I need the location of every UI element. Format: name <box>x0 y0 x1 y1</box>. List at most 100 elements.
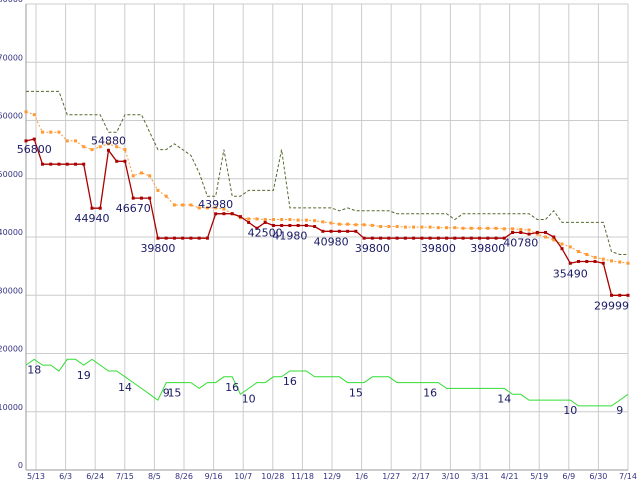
series-point-1 <box>511 227 515 231</box>
series-point-1 <box>469 226 473 230</box>
series-point-1 <box>346 222 350 226</box>
series-point-2 <box>412 236 416 240</box>
series-point-1 <box>263 218 267 222</box>
series-point-2 <box>527 232 531 236</box>
x-tick-label: 4/21 <box>501 472 519 480</box>
x-tick-label: 6/3 <box>59 472 72 480</box>
series-point-1 <box>626 261 630 265</box>
series-point-2 <box>428 236 432 240</box>
series-point-1 <box>82 145 86 149</box>
data-label: 18 <box>27 363 41 376</box>
series-point-1 <box>453 226 457 230</box>
series-point-1 <box>362 223 366 227</box>
series-point-2 <box>222 212 226 216</box>
series-point-1 <box>247 217 251 221</box>
series-line-3 <box>25 358 629 407</box>
data-label: 39800 <box>470 242 505 255</box>
series-point-1 <box>601 257 605 261</box>
series-point-2 <box>370 236 374 240</box>
x-tick-label: 7/14 <box>619 472 637 480</box>
series-point-1 <box>205 206 209 210</box>
series-point-1 <box>24 110 28 114</box>
series-point-2 <box>247 220 251 224</box>
series-point-1 <box>321 220 325 224</box>
series-point-2 <box>420 236 424 240</box>
series-point-2 <box>98 206 102 210</box>
series-point-2 <box>123 159 127 163</box>
series-point-2 <box>486 236 490 240</box>
data-label: 29999 <box>594 299 629 312</box>
series-point-2 <box>230 212 234 216</box>
series-point-1 <box>73 139 77 143</box>
series-point-1 <box>280 218 284 222</box>
series-point-1 <box>49 130 53 134</box>
data-label: 19 <box>77 369 91 382</box>
data-label: 39800 <box>140 242 175 255</box>
series-point-1 <box>387 225 391 229</box>
series-point-1 <box>436 226 440 230</box>
series-point-2 <box>337 229 341 233</box>
data-label: 9 <box>616 404 623 417</box>
series-point-1 <box>255 217 259 221</box>
series-point-1 <box>560 242 564 246</box>
series-point-2 <box>139 196 143 200</box>
series-point-2 <box>313 225 317 229</box>
series-point-2 <box>238 215 242 219</box>
series-point-2 <box>197 236 201 240</box>
series-point-1 <box>172 203 176 207</box>
y-axis: 0 10000 20000 30000 40000 50000 60000 70000 8000… <box>0 0 27 470</box>
series-point-1 <box>123 148 127 152</box>
series-point-1 <box>395 225 399 229</box>
series-point-2 <box>214 212 218 216</box>
series-point-1 <box>519 227 523 231</box>
data-label: 44940 <box>74 212 109 225</box>
series-point-2 <box>40 162 44 166</box>
series-point-2 <box>618 293 622 297</box>
series-point-2 <box>544 230 548 234</box>
data-label: 43980 <box>198 198 233 211</box>
x-tick-label: 10/7 <box>234 472 252 480</box>
x-tick-label: 5/19 <box>530 472 548 480</box>
series-line-0 <box>26 90 628 255</box>
series-point-1 <box>57 130 61 134</box>
data-label: 39800 <box>355 242 390 255</box>
series-point-1 <box>412 225 416 229</box>
series-point-2 <box>24 139 28 143</box>
series-point-2 <box>395 236 399 240</box>
series-point-2 <box>453 236 457 240</box>
series-point-1 <box>379 225 383 229</box>
series-point-2 <box>387 236 391 240</box>
x-tick-label: 1/27 <box>382 472 400 480</box>
series-point-2 <box>552 235 556 239</box>
series-point-2 <box>329 229 333 233</box>
series-point-1 <box>478 226 482 230</box>
series-point-1 <box>139 171 143 175</box>
series-point-1 <box>304 218 308 222</box>
data-label: 16 <box>283 375 297 388</box>
series-point-2 <box>181 236 185 240</box>
series-point-2 <box>131 196 135 200</box>
series-point-1 <box>181 203 185 207</box>
series-point-2 <box>519 230 523 234</box>
series-point-2 <box>255 226 259 230</box>
series-point-1 <box>593 255 597 259</box>
series-point-2 <box>577 259 581 263</box>
y-tick-label: 10000 <box>0 403 23 412</box>
data-label: 14 <box>118 381 132 394</box>
data-label: 40780 <box>503 236 538 249</box>
series-point-2 <box>601 261 605 265</box>
series-point-1 <box>288 218 292 222</box>
series-point-2 <box>32 137 36 141</box>
series-point-1 <box>131 174 135 178</box>
series-point-1 <box>214 206 218 210</box>
series-point-1 <box>428 225 432 229</box>
series-point-1 <box>618 260 622 264</box>
series-point-2 <box>271 223 275 227</box>
data-label: 46670 <box>116 202 151 215</box>
data-label: 10 <box>242 392 256 405</box>
x-tick-label: 8/26 <box>175 472 193 480</box>
series-point-1 <box>610 259 614 263</box>
x-tick-label: 12/9 <box>323 472 341 480</box>
series-point-1 <box>296 218 300 222</box>
